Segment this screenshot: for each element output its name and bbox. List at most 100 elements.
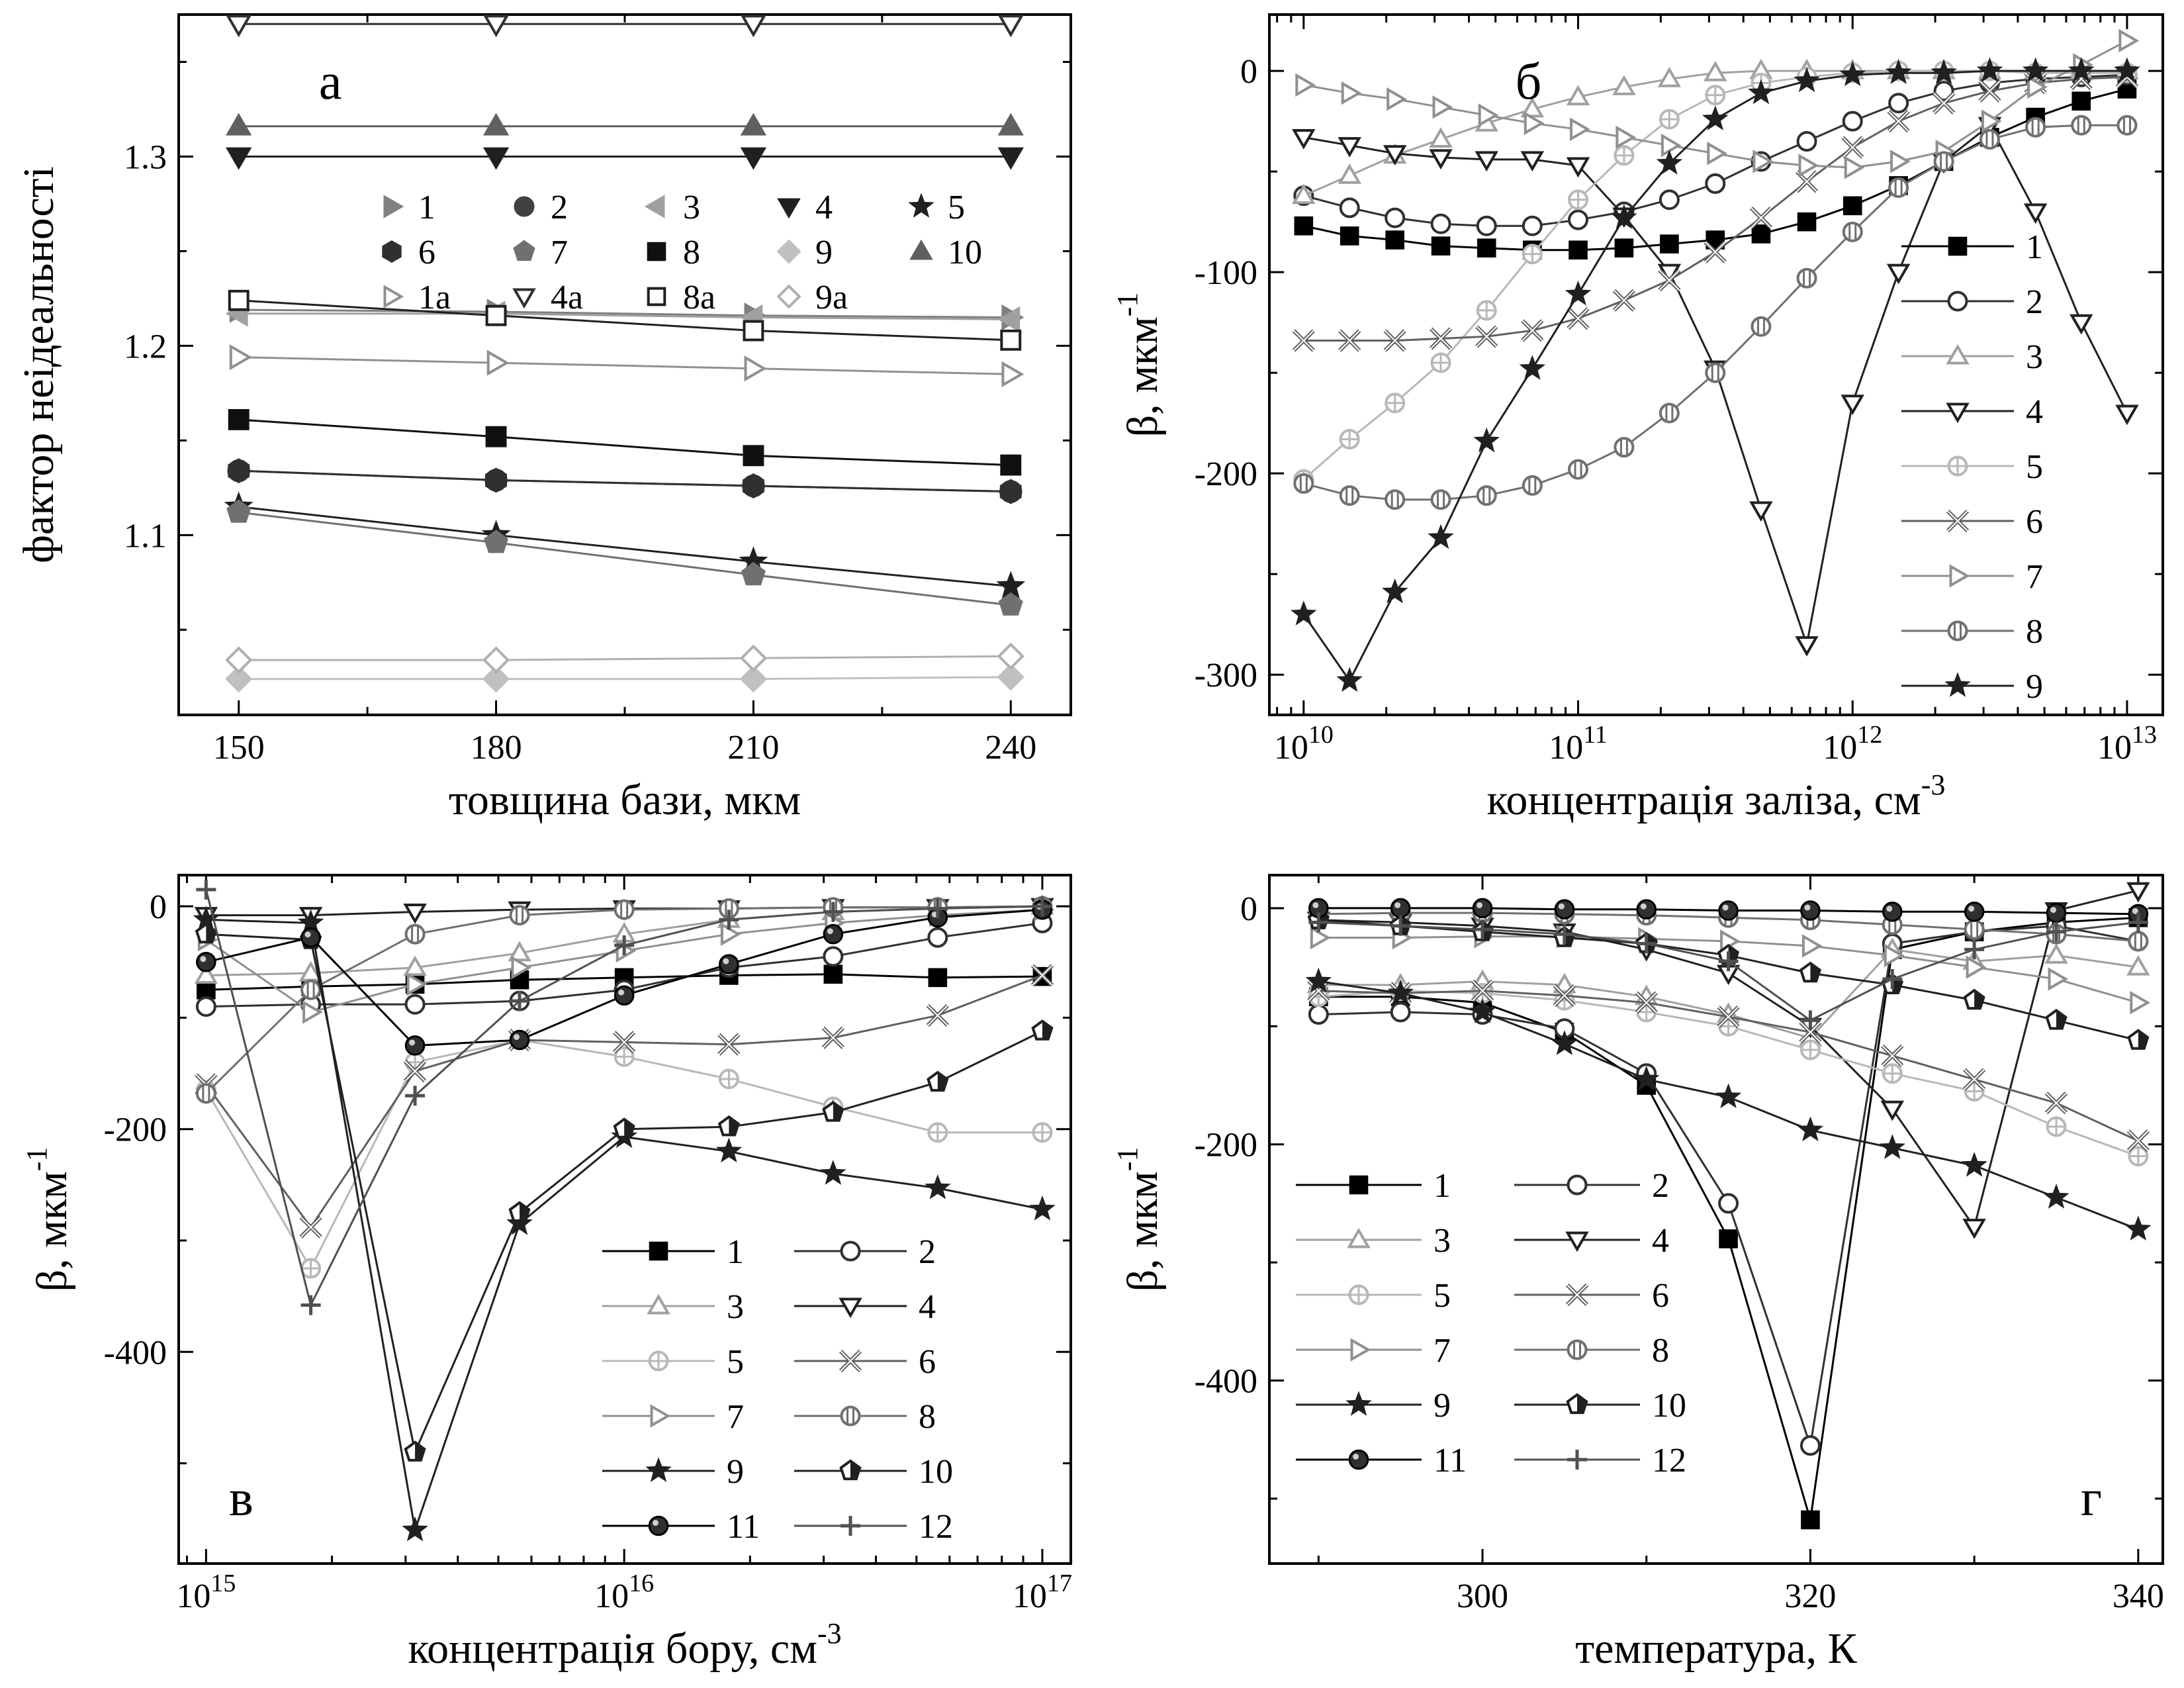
- data-point: [1890, 150, 1911, 173]
- data-point: [614, 1046, 635, 1067]
- x-tick-label: 1016: [594, 1570, 654, 1615]
- data-point: [1305, 967, 1332, 993]
- legend-marker: [1348, 1284, 1369, 1305]
- data-point: [406, 972, 428, 996]
- data-point: [1291, 600, 1317, 626]
- data-point: [1884, 943, 1905, 968]
- data-point: [719, 954, 739, 974]
- data-point: [1292, 183, 1316, 205]
- legend-item-10: 10: [794, 1453, 953, 1491]
- data-point: [2046, 902, 2067, 923]
- legend-marker: [1347, 1227, 1371, 1248]
- data-point: [1882, 1063, 1903, 1084]
- panel-label: б: [1516, 52, 1542, 110]
- y-tick-label: 0: [150, 888, 167, 926]
- series-11: [1308, 898, 2149, 925]
- data-point: [300, 1258, 322, 1279]
- data-point: [1032, 1122, 1053, 1143]
- data-point: [1656, 150, 1683, 175]
- series-7: [226, 499, 1023, 616]
- data-point: [1843, 196, 1862, 216]
- series-line: [238, 299, 1011, 342]
- data-point: [2068, 57, 2095, 83]
- y-tick-label: -100: [1195, 254, 1257, 292]
- data-point: [614, 899, 635, 920]
- legend-item-1: 1: [1901, 228, 2043, 266]
- data-point: [2044, 943, 2068, 964]
- legend-label: 2: [919, 1233, 936, 1271]
- legend-marker: [909, 239, 933, 260]
- panel-label: г: [2081, 1469, 2102, 1526]
- legend-item-11: 11: [1296, 1442, 1467, 1479]
- data-point: [1000, 454, 1022, 476]
- plot-frame: [1268, 13, 2164, 716]
- data-point: [2127, 1029, 2150, 1050]
- data-point: [485, 426, 507, 447]
- series-9а: [225, 642, 1024, 674]
- legend-marker: [649, 1241, 668, 1261]
- data-point: [402, 1516, 428, 1542]
- data-point: [1963, 1068, 1986, 1091]
- data-point: [509, 1029, 530, 1051]
- legend-item-8: 8: [1514, 1332, 1669, 1370]
- legend-marker: [1947, 455, 1968, 477]
- data-point: [1308, 898, 1329, 919]
- data-point: [719, 910, 739, 930]
- legend-label: 9а: [815, 279, 848, 316]
- data-point: [1385, 393, 1406, 414]
- data-point: [2048, 967, 2069, 991]
- legend-label: 2: [1652, 1167, 1669, 1205]
- legend-label: 4: [815, 189, 833, 226]
- data-point: [482, 15, 510, 38]
- data-point: [1882, 968, 1903, 989]
- data-point: [226, 15, 252, 38]
- series-8: [1293, 115, 2138, 510]
- series-line: [238, 308, 1011, 318]
- data-point: [927, 1122, 948, 1143]
- data-point: [1520, 97, 1545, 118]
- data-point: [486, 350, 510, 376]
- data-point: [1612, 289, 1636, 312]
- data-point: [1964, 1080, 1985, 1102]
- legend-item-8а: 8а: [647, 279, 715, 316]
- legend-item-4: 4: [777, 189, 833, 226]
- data-point: [1707, 142, 1727, 165]
- data-point: [1657, 66, 1682, 87]
- data-point: [823, 923, 844, 945]
- data-point: [997, 15, 1024, 38]
- legend-item-10: 10: [1514, 1387, 1686, 1425]
- data-point: [1635, 991, 1658, 1014]
- legend-marker: [648, 1350, 669, 1372]
- data-point: [740, 147, 767, 170]
- legend-marker: [382, 240, 402, 263]
- data-point: [2115, 404, 2139, 426]
- legend: 1 2 3 4 5 6 7 8 9 10 1а 4а 8а 9а: [382, 189, 982, 316]
- x-tick-label: 1010: [1274, 721, 1334, 767]
- x-tick-label: 340: [2113, 1577, 2164, 1615]
- series-6: [228, 458, 1022, 504]
- legend-label: 12: [1652, 1442, 1686, 1479]
- data-point: [1385, 230, 1404, 250]
- data-point: [1978, 79, 2001, 103]
- data-point: [1794, 67, 1820, 93]
- data-point: [482, 147, 510, 170]
- data-point: [1554, 899, 1575, 920]
- data-point: [997, 642, 1024, 671]
- legend-item-2: 2: [794, 1233, 936, 1271]
- data-point: [1964, 939, 1985, 960]
- data-point: [1554, 924, 1574, 945]
- data-point: [1030, 964, 1054, 987]
- data-point: [1472, 898, 1493, 919]
- data-point: [1293, 473, 1314, 494]
- data-point: [196, 879, 216, 900]
- data-point: [2126, 882, 2150, 903]
- data-point: [195, 1083, 216, 1104]
- series-1а: [229, 344, 1024, 387]
- legend-marker: [839, 1349, 862, 1373]
- data-point: [226, 499, 251, 523]
- data-point: [821, 1026, 844, 1049]
- data-point: [1966, 955, 1987, 979]
- data-point: [1476, 485, 1497, 506]
- series-8: [228, 408, 1022, 476]
